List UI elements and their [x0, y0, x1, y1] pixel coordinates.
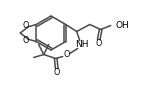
Text: O: O	[64, 50, 70, 59]
Text: O: O	[54, 68, 60, 77]
Text: OH: OH	[116, 21, 129, 30]
Text: O: O	[23, 21, 29, 30]
Text: O: O	[96, 39, 102, 48]
Text: O: O	[23, 36, 29, 45]
Text: NH: NH	[75, 40, 88, 49]
